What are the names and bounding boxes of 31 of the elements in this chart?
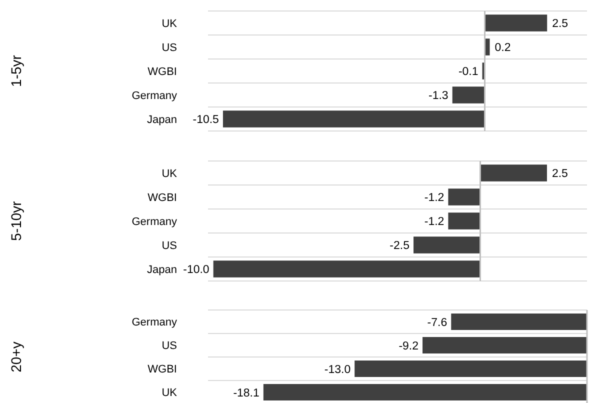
data-label: 0.2 xyxy=(494,42,511,54)
data-label: -9.2 xyxy=(398,340,419,352)
y-tick-label: US xyxy=(162,42,177,54)
data-label: -7.6 xyxy=(427,316,448,329)
y-tick-label: Germany xyxy=(132,216,178,228)
y-tick-label: UK xyxy=(162,168,178,180)
data-label: -2.5 xyxy=(390,240,410,252)
y-axis-title: 5-10yr xyxy=(8,200,24,241)
y-tick-label: WGBI xyxy=(148,364,177,376)
y-tick-label: UK xyxy=(162,387,178,400)
y-axis-title: 1-5yr xyxy=(8,54,24,87)
y-tick-label: WGBI xyxy=(148,66,177,78)
y-axis-title: 20+y xyxy=(8,342,24,372)
y-tick-label: UK xyxy=(162,18,178,30)
y-tick-label: Japan xyxy=(147,114,177,126)
data-label: -1.2 xyxy=(424,216,444,228)
y-tick-label: Germany xyxy=(132,90,178,102)
data-label: -13.0 xyxy=(324,364,351,376)
y-tick-label: Japan xyxy=(147,264,177,276)
y-tick-label: Germany xyxy=(132,316,178,329)
data-label: -1.2 xyxy=(424,192,444,204)
y-tick-label: US xyxy=(162,240,177,252)
data-label: -10.0 xyxy=(183,264,210,276)
data-label: 2.5 xyxy=(552,18,568,30)
data-label: -1.3 xyxy=(428,90,448,102)
data-label: -18.1 xyxy=(233,387,260,400)
data-label: 2.5 xyxy=(552,168,568,180)
y-tick-label: US xyxy=(162,340,177,352)
y-tick-label: WGBI xyxy=(148,192,177,204)
data-label: -10.5 xyxy=(192,114,219,126)
data-label: -0.1 xyxy=(458,66,478,78)
